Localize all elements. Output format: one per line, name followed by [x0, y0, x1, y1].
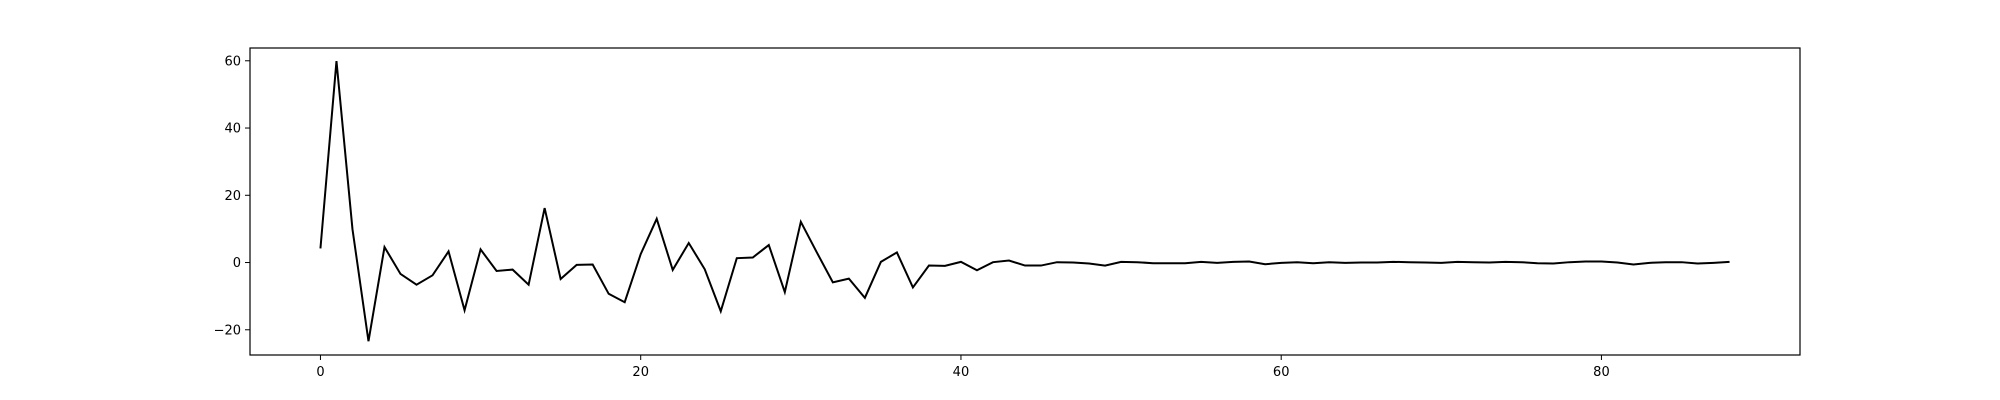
plot-area: 0 20 40 60 80 −20 0 20 40 60 — [214, 47, 1801, 380]
y-tick-label: 40 — [224, 122, 241, 137]
x-tick-label: 60 — [1273, 365, 1290, 380]
x-tick-label: 0 — [316, 365, 324, 380]
plot-frame — [249, 47, 1801, 356]
y-tick-label: 20 — [224, 189, 241, 204]
y-tick-label: −20 — [214, 323, 241, 338]
x-tick-label: 20 — [632, 365, 649, 380]
y-tick-label: 60 — [224, 54, 241, 69]
y-tick-label: 0 — [233, 256, 241, 271]
series-line — [319, 61, 1730, 342]
x-tick-label: 40 — [953, 365, 970, 380]
x-tick-label: 80 — [1593, 365, 1610, 380]
